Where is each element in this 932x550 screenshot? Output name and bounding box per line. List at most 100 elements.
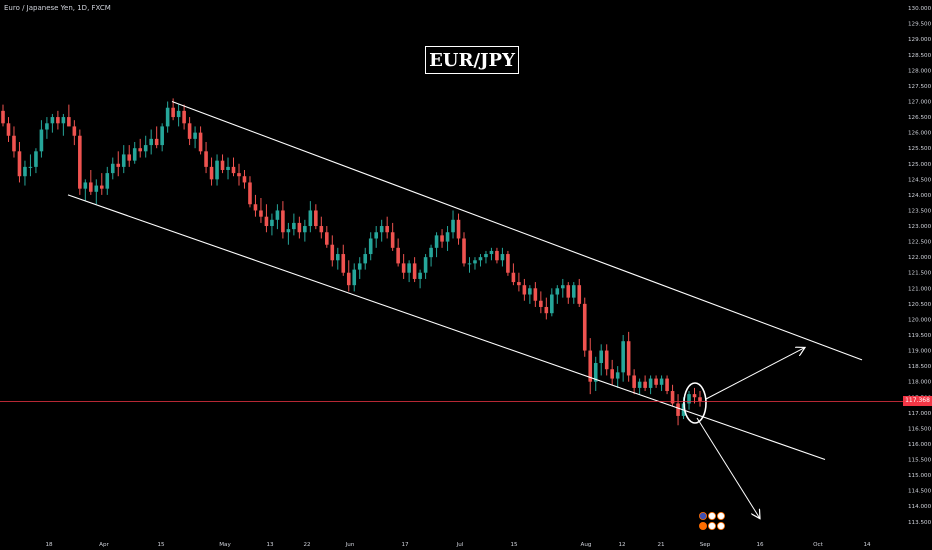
candle-body bbox=[61, 117, 66, 124]
y-tick-label: 124.500 bbox=[908, 177, 932, 183]
candle-body bbox=[220, 160, 225, 170]
candle-body bbox=[665, 378, 669, 392]
candle bbox=[83, 179, 88, 202]
candle-body bbox=[692, 394, 697, 398]
candle-body bbox=[654, 378, 658, 385]
candle bbox=[555, 285, 560, 304]
candle-body bbox=[467, 263, 472, 265]
y-tick-label: 114.000 bbox=[908, 504, 932, 510]
event-icon[interactable] bbox=[717, 512, 726, 521]
candle bbox=[654, 375, 658, 388]
candle-body bbox=[292, 222, 296, 230]
candle-body bbox=[325, 232, 329, 245]
candle bbox=[440, 229, 444, 248]
candle bbox=[445, 226, 450, 251]
events-icons[interactable] bbox=[699, 512, 726, 531]
candle bbox=[626, 331, 631, 382]
y-tick-label: 116.000 bbox=[908, 442, 932, 448]
bullish-arrow[interactable] bbox=[705, 347, 805, 400]
candle bbox=[374, 226, 378, 248]
candle-body bbox=[676, 403, 680, 416]
candle bbox=[94, 179, 99, 205]
candle-body bbox=[500, 254, 505, 261]
candle-body bbox=[6, 123, 11, 136]
x-tick-label: Aug bbox=[581, 542, 592, 548]
candle-body bbox=[517, 282, 521, 286]
axes-layer: 130.000 129.500 129.000 128.500 128.000 127.5… bbox=[0, 6, 932, 548]
candle bbox=[599, 344, 604, 376]
event-icon[interactable] bbox=[699, 512, 708, 521]
y-tick-label: 114.500 bbox=[908, 489, 932, 495]
candle-body bbox=[593, 363, 598, 382]
candle-body bbox=[94, 185, 99, 192]
candle-body bbox=[303, 226, 307, 233]
candle-body bbox=[434, 235, 439, 248]
candle bbox=[237, 163, 241, 186]
x-tick-label: 12 bbox=[618, 542, 625, 548]
candle-body bbox=[451, 219, 455, 233]
candle-body bbox=[363, 254, 368, 264]
candle-body bbox=[215, 160, 219, 180]
candle-body bbox=[374, 232, 378, 239]
candle-body bbox=[341, 254, 346, 273]
symbol-title[interactable]: Euro / Japanese Yen, 1D, FXCM bbox=[4, 4, 111, 12]
x-tick-label: Sep bbox=[700, 542, 711, 548]
candle-body bbox=[462, 238, 466, 264]
candle-body bbox=[429, 247, 433, 258]
x-tick-label: 13 bbox=[266, 542, 274, 548]
candle bbox=[429, 244, 433, 267]
candle bbox=[12, 126, 16, 158]
candle bbox=[588, 338, 593, 395]
candle-body bbox=[407, 263, 411, 273]
candle-body bbox=[506, 254, 510, 273]
candle-body bbox=[670, 391, 675, 404]
lower-channel-line[interactable] bbox=[67, 194, 826, 461]
candle-body bbox=[237, 173, 241, 177]
candle-body bbox=[275, 210, 280, 220]
event-icon[interactable] bbox=[708, 522, 717, 531]
candle-body bbox=[132, 148, 137, 161]
x-tick-label: 17 bbox=[401, 542, 409, 548]
candle bbox=[566, 282, 571, 304]
candle bbox=[165, 101, 170, 133]
candle bbox=[335, 247, 340, 270]
x-tick-label: 22 bbox=[303, 542, 310, 548]
candle-body bbox=[560, 285, 565, 289]
event-icon[interactable] bbox=[717, 522, 726, 531]
y-tick-label: 126.000 bbox=[908, 131, 932, 137]
candle bbox=[182, 104, 186, 130]
candle bbox=[533, 282, 538, 307]
candle bbox=[275, 204, 280, 230]
upper-channel-line[interactable] bbox=[171, 100, 863, 361]
candle bbox=[297, 216, 302, 239]
candle-body bbox=[160, 126, 164, 146]
candle-body bbox=[28, 166, 33, 168]
candle bbox=[17, 141, 22, 183]
candle bbox=[593, 356, 598, 392]
candle bbox=[489, 247, 494, 261]
candle-body bbox=[489, 250, 494, 255]
y-tick-label: 122.000 bbox=[908, 255, 932, 261]
candle-body bbox=[632, 375, 636, 388]
event-icon[interactable] bbox=[708, 512, 717, 521]
candle-body bbox=[621, 341, 625, 373]
x-tick-label: Oct bbox=[813, 542, 823, 548]
x-tick-label: Jul bbox=[456, 542, 464, 548]
highlight-circle[interactable] bbox=[683, 382, 707, 424]
candle bbox=[698, 391, 702, 407]
candle bbox=[528, 285, 532, 304]
candle bbox=[390, 222, 395, 251]
bearish-arrow[interactable] bbox=[696, 417, 760, 519]
candle-body bbox=[143, 145, 148, 152]
candle-body bbox=[12, 135, 16, 152]
candle bbox=[1, 104, 5, 127]
candle-body bbox=[522, 285, 527, 295]
y-tick-label: 121.000 bbox=[908, 286, 932, 292]
candle-body bbox=[379, 226, 384, 233]
event-icon[interactable] bbox=[699, 522, 708, 531]
y-tick-label: 118.000 bbox=[908, 380, 932, 386]
candle bbox=[204, 141, 208, 174]
candle bbox=[692, 387, 697, 404]
candle bbox=[423, 254, 428, 279]
